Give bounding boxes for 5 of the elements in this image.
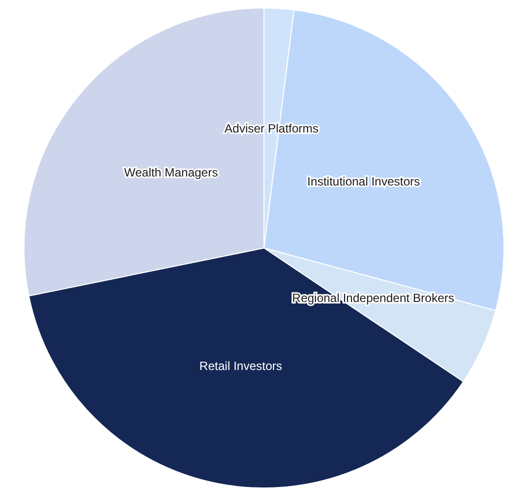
slice-label: Wealth Managers xyxy=(124,165,218,180)
slice-label: Retail Investors xyxy=(199,358,282,373)
slice-label: Institutional Investors xyxy=(307,174,420,188)
slice-label: Regional Independent Brokers xyxy=(292,290,454,305)
slice-label: Adviser Platforms xyxy=(224,121,319,136)
